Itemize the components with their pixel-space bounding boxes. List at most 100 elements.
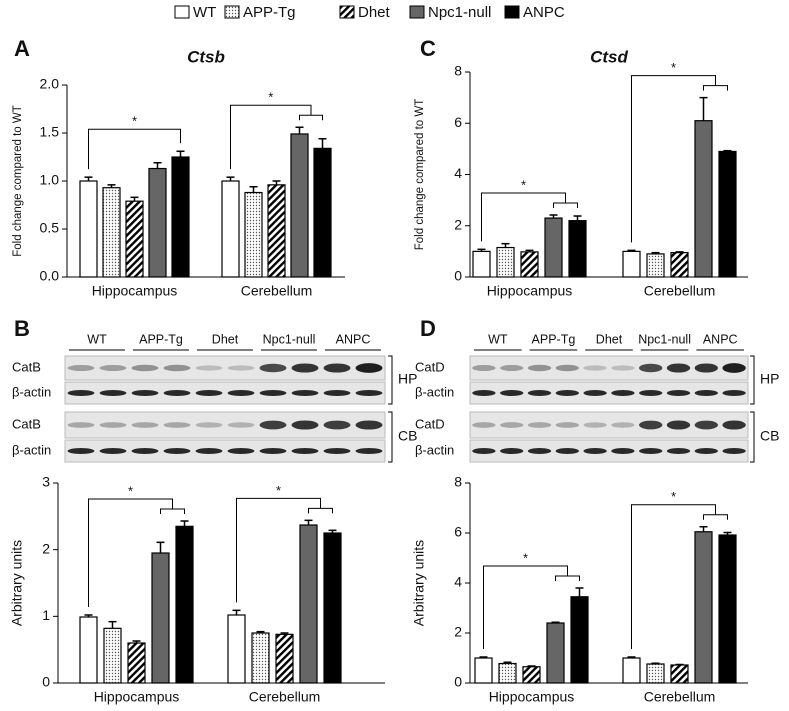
y-tick-label: 1.0 (40, 172, 60, 188)
bracket (703, 85, 728, 91)
legend-swatch (339, 5, 355, 19)
y-tick-label: 6 (454, 114, 462, 130)
blot-band (67, 448, 95, 454)
region-brace (750, 411, 755, 463)
panel-letter: B (14, 316, 30, 341)
blot-row-label: CatB (12, 359, 41, 374)
legend-label: APP-Tg (243, 4, 296, 21)
bar (568, 220, 587, 278)
blot-band (583, 390, 607, 396)
bracket (88, 128, 181, 170)
blot-row-label: CatD (415, 359, 445, 374)
region-label: HP (760, 371, 779, 387)
blot-band (500, 448, 524, 454)
blot-band (666, 390, 691, 396)
bar (670, 252, 689, 278)
bar (474, 657, 493, 684)
blot-band (291, 390, 319, 396)
y-tick-label: 2 (454, 216, 462, 232)
bar (694, 531, 713, 684)
bar (570, 596, 589, 684)
bracket (299, 114, 323, 121)
blot-band (227, 422, 255, 428)
blot-band (355, 420, 383, 430)
y-axis-label: Arbitrary units (411, 540, 427, 626)
bracket (703, 514, 728, 520)
blot-band (555, 422, 579, 428)
bar (622, 657, 641, 684)
blot-band (611, 365, 635, 371)
bar (151, 552, 170, 684)
panel-letter: D (420, 316, 436, 341)
bracket (553, 202, 578, 208)
blot-row-label: β-actin (12, 442, 51, 457)
blot-band (323, 363, 351, 373)
blot-band (639, 363, 663, 373)
blot-band (163, 390, 191, 396)
y-tick-label: 0.0 (40, 268, 60, 284)
panel-letter: C (420, 36, 436, 61)
x-tick-label: Cerebellum (249, 689, 321, 705)
blot-band (527, 364, 552, 372)
bar (125, 200, 144, 278)
bar (313, 147, 332, 278)
blot-strip (469, 381, 749, 405)
lane-group-label: APP-Tg (139, 332, 183, 346)
chart-title: Ctsb (187, 47, 225, 66)
blot-band (131, 448, 159, 454)
legend-swatch (504, 5, 520, 19)
bar (148, 167, 167, 278)
blot-row-label: β-actin (12, 384, 51, 399)
y-tick-label: 4 (454, 165, 462, 181)
blot-band (259, 390, 287, 396)
blot-band (99, 422, 127, 428)
lane-group-label: WT (488, 332, 508, 346)
y-tick-label: 2 (454, 624, 462, 640)
blot-band (163, 422, 191, 428)
significance: * (521, 177, 526, 192)
bar (622, 250, 641, 278)
bracket (631, 75, 716, 243)
blot-band (694, 448, 718, 454)
bracket (308, 507, 333, 514)
bar (171, 156, 190, 278)
blot-band (694, 390, 718, 396)
blot-band (639, 448, 663, 454)
blot-band (355, 363, 383, 373)
blot-band (323, 390, 351, 396)
blot-band (472, 448, 496, 454)
x-tick-label: Hippocampus (487, 283, 573, 299)
blot-band (291, 363, 319, 373)
bar (646, 253, 665, 278)
bar (718, 534, 737, 684)
blot-band (131, 390, 159, 396)
significance: * (523, 550, 528, 565)
blot-band (527, 390, 552, 396)
bar (79, 180, 98, 278)
x-tick-label: Hippocampus (92, 283, 178, 299)
blot-band (500, 390, 524, 396)
blot-band (195, 390, 223, 396)
blot-band (355, 390, 383, 396)
blot-band (227, 390, 255, 396)
blot-band (67, 364, 95, 372)
bracket (236, 497, 321, 603)
region-label: HP (398, 371, 417, 387)
bar (718, 150, 737, 278)
bar (323, 532, 342, 684)
blot-band (131, 422, 159, 428)
bar (498, 662, 517, 684)
blot-band (527, 422, 552, 428)
region-brace (388, 355, 393, 405)
y-tick-label: 0 (42, 674, 50, 690)
bar (646, 663, 665, 684)
lane-group-label: WT (87, 332, 107, 346)
blot-band (639, 390, 663, 396)
legend-label: ANPC (523, 4, 565, 21)
blot-band (500, 364, 524, 372)
bar (522, 666, 541, 684)
region-brace (388, 411, 393, 463)
blot-band (555, 390, 579, 396)
blot-strip (64, 439, 386, 463)
